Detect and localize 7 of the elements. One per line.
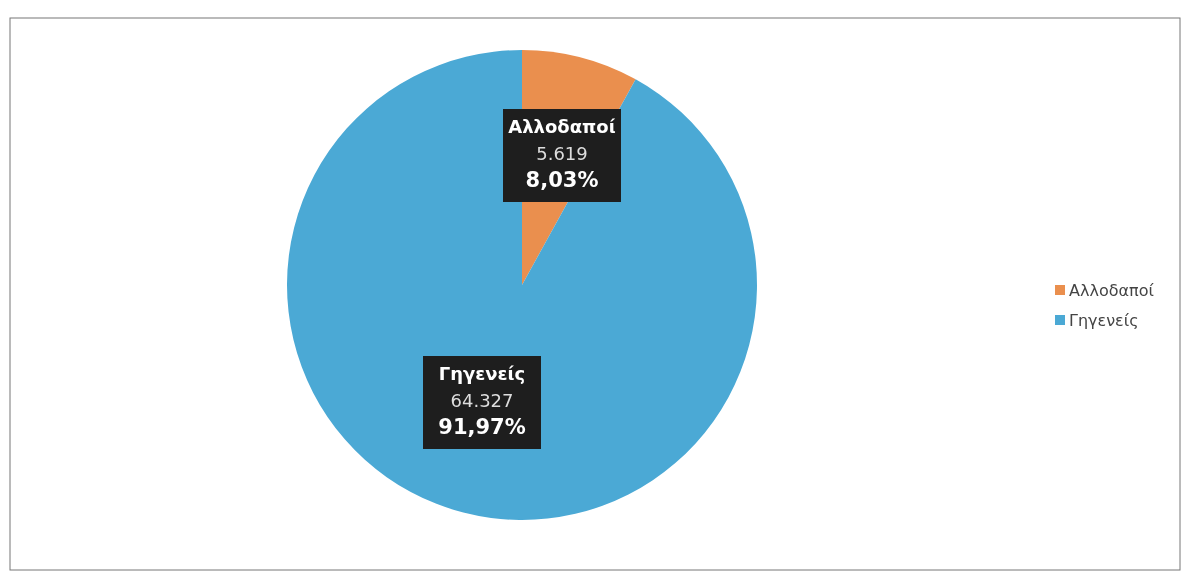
data-label: 64.327 91,97% (438, 390, 526, 439)
legend-label: Αλλοδαποί (1069, 281, 1155, 300)
pie-slice (287, 50, 757, 520)
data-label: 5.619 8,03% (525, 143, 599, 192)
legend-label: Γηγενείς (1069, 311, 1139, 330)
slice-label: Αλλοδαποί (508, 116, 616, 137)
slice-label: Γηγενείς (438, 363, 526, 384)
